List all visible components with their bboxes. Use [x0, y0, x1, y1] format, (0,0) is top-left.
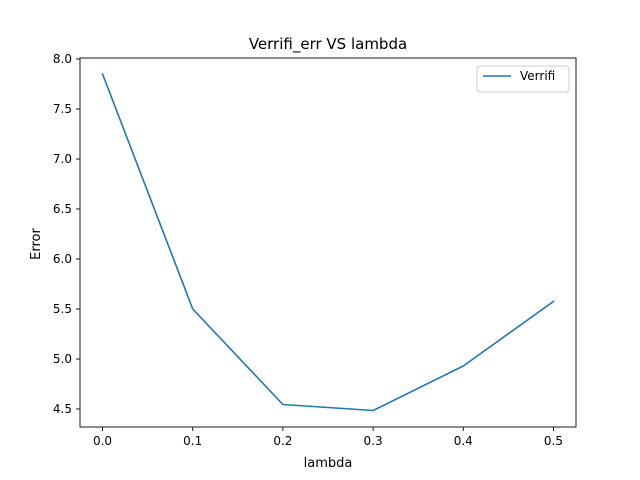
y-tick-label: 7.0	[53, 152, 72, 166]
y-tick-label: 7.5	[53, 102, 72, 116]
legend-label-verrifi: Verrifi	[520, 69, 555, 83]
y-tick-label: 5.0	[53, 352, 72, 366]
x-tick-label: 0.4	[454, 434, 473, 448]
plot-frame	[79, 57, 577, 428]
y-tick-label: 6.0	[53, 252, 72, 266]
y-tick-label: 6.5	[53, 202, 72, 216]
x-tick-label: 0.3	[364, 434, 383, 448]
legend-frame	[476, 65, 570, 93]
y-axis-label: Error	[29, 228, 44, 260]
chart-title: Verrifi_err VS lambda	[249, 35, 407, 54]
x-tick-label: 0.0	[93, 434, 112, 448]
y-tick-label: 8.0	[53, 52, 72, 66]
legend: Verrifi	[476, 65, 570, 93]
y-tick-label: 4.5	[53, 402, 72, 416]
x-axis-label: lambda	[304, 456, 353, 471]
x-tick-label: 0.5	[544, 434, 563, 448]
series-line-verrifi	[101, 72, 555, 412]
y-tick-label: 5.5	[53, 302, 72, 316]
x-tick-label: 0.2	[273, 434, 292, 448]
x-tick-label: 0.1	[183, 434, 202, 448]
plot-area: 0.0 0.1 0.2 0.3 0.4 0.5 4.5 5.0 5.5 6.0 6.5 7.0 7.5 8…	[53, 52, 577, 448]
